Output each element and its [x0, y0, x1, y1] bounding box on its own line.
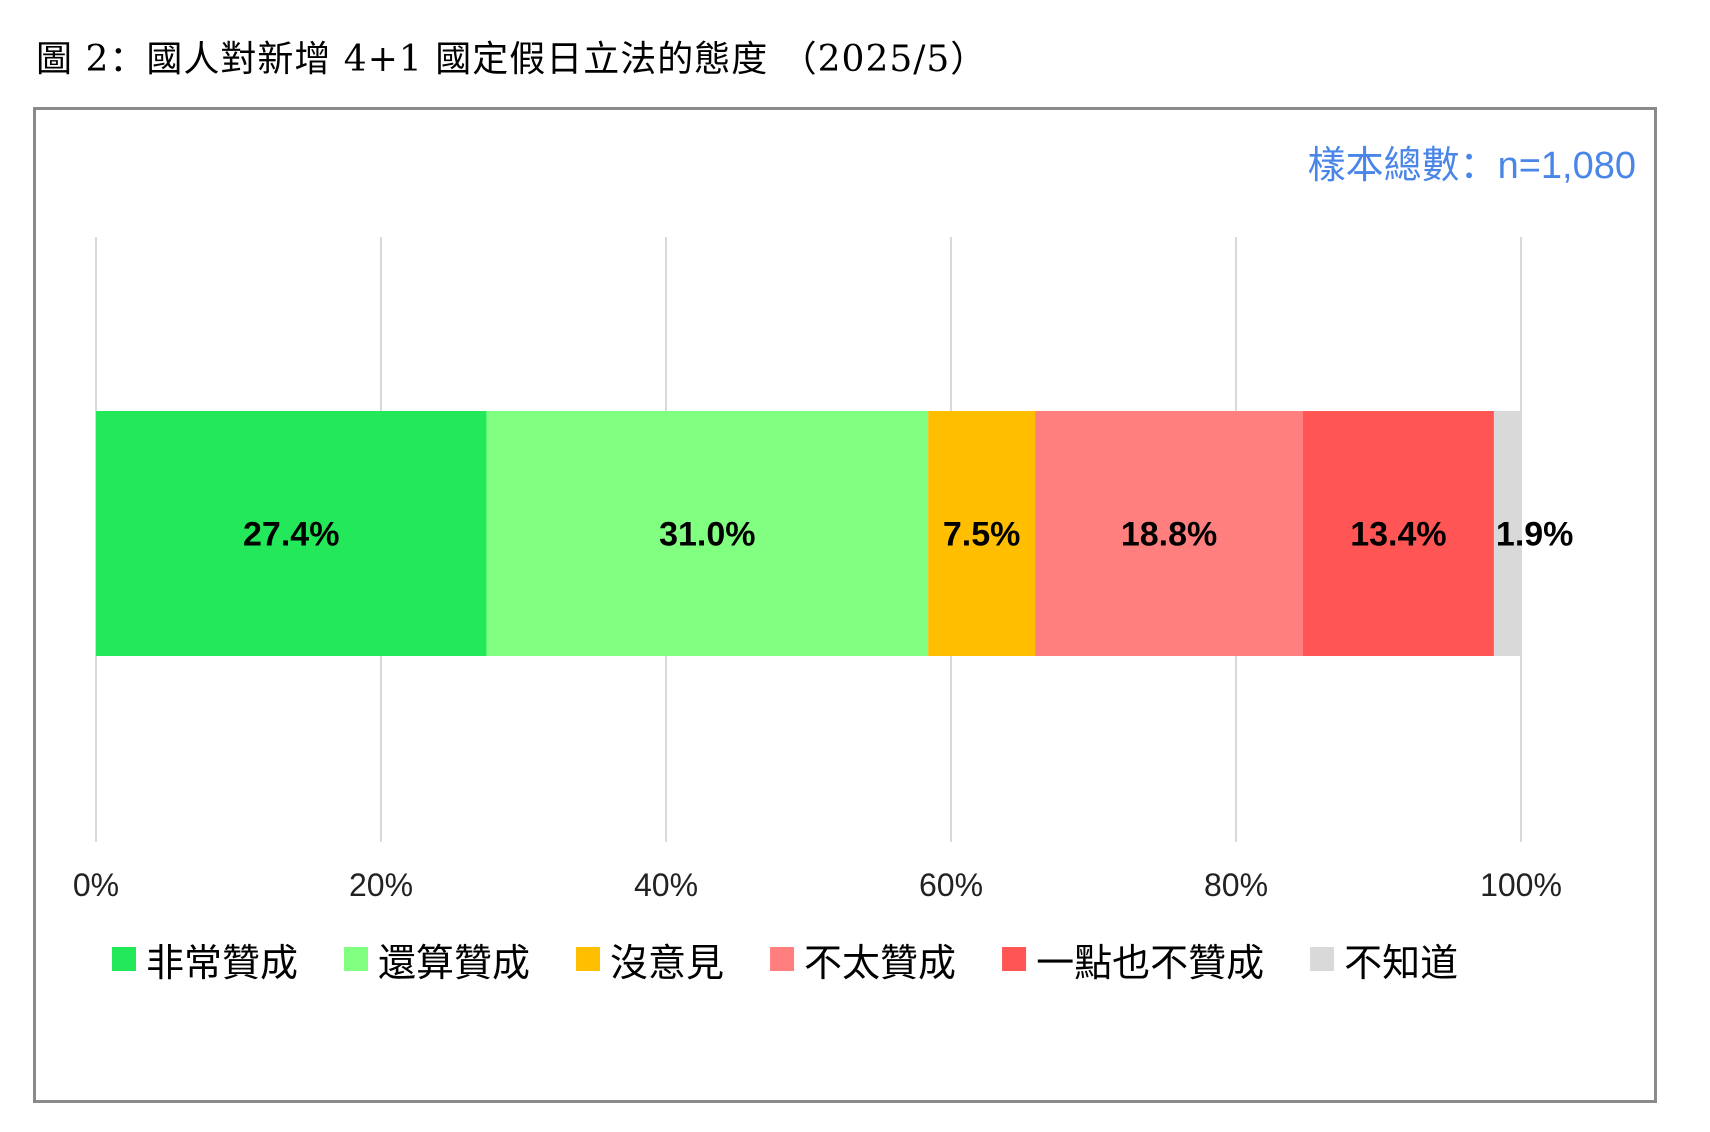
- bar-layer: [96, 411, 1521, 656]
- legend-swatch-4: [770, 947, 795, 971]
- legend-swatch-6: [1310, 947, 1335, 971]
- x-tick-label: 100%: [1480, 867, 1562, 903]
- data-label-4: 18.8%: [1121, 516, 1217, 554]
- legend-label-1: 非常贊成: [146, 943, 298, 985]
- data-label-6: 1.9%: [1496, 516, 1574, 554]
- legend-label-5: 一點也不贊成: [1036, 943, 1264, 985]
- tick-layer: 0% 20% 40% 60% 80% 100%: [73, 867, 1562, 903]
- x-tick-label: 20%: [349, 867, 413, 903]
- stacked-bar-chart: 27.4% 31.0% 7.5% 18.8% 13.4% 1.9% 0% 20% 40% 60%…: [73, 145, 1636, 985]
- bar-segment-2: [486, 411, 929, 656]
- legend-swatch-5: [1002, 947, 1027, 971]
- bar-segment-4: [1035, 411, 1303, 656]
- x-tick-label: 40%: [634, 867, 698, 903]
- legend-label-3: 沒意見: [610, 943, 724, 985]
- x-tick-label: 80%: [1204, 867, 1268, 903]
- chart-frame: 27.4% 31.0% 7.5% 18.8% 13.4% 1.9% 0% 20% 40% 60%…: [33, 107, 1657, 1103]
- x-tick-label: 60%: [919, 867, 983, 903]
- data-label-1: 27.4%: [243, 516, 339, 554]
- label-layer: 27.4% 31.0% 7.5% 18.8% 13.4% 1.9%: [243, 516, 1573, 554]
- data-label-2: 31.0%: [659, 516, 755, 554]
- legend-label-2: 還算贊成: [378, 943, 530, 985]
- data-label-5: 13.4%: [1350, 516, 1446, 554]
- data-label-3: 7.5%: [943, 516, 1021, 554]
- x-tick-label: 0%: [73, 867, 119, 903]
- legend-layer: 非常贊成 還算贊成 沒意見 不太贊成 一點也不贊成 不知道: [112, 943, 1458, 985]
- legend-label-4: 不太贊成: [804, 943, 956, 985]
- page-title: 圖 2：國人對新增 4+1 國定假日立法的態度 （2025/5）: [36, 39, 988, 80]
- sample-size-note: 樣本總數：n=1,080: [1308, 145, 1636, 187]
- legend-swatch-1: [112, 947, 136, 971]
- legend-label-6: 不知道: [1344, 943, 1458, 985]
- bar-segment-3: [928, 411, 1036, 656]
- bar-segment-5: [1302, 411, 1494, 656]
- legend-swatch-2: [344, 947, 369, 971]
- legend-swatch-3: [576, 947, 601, 971]
- bar-segment-6: [1493, 411, 1521, 656]
- bar-segment-1: [96, 411, 487, 656]
